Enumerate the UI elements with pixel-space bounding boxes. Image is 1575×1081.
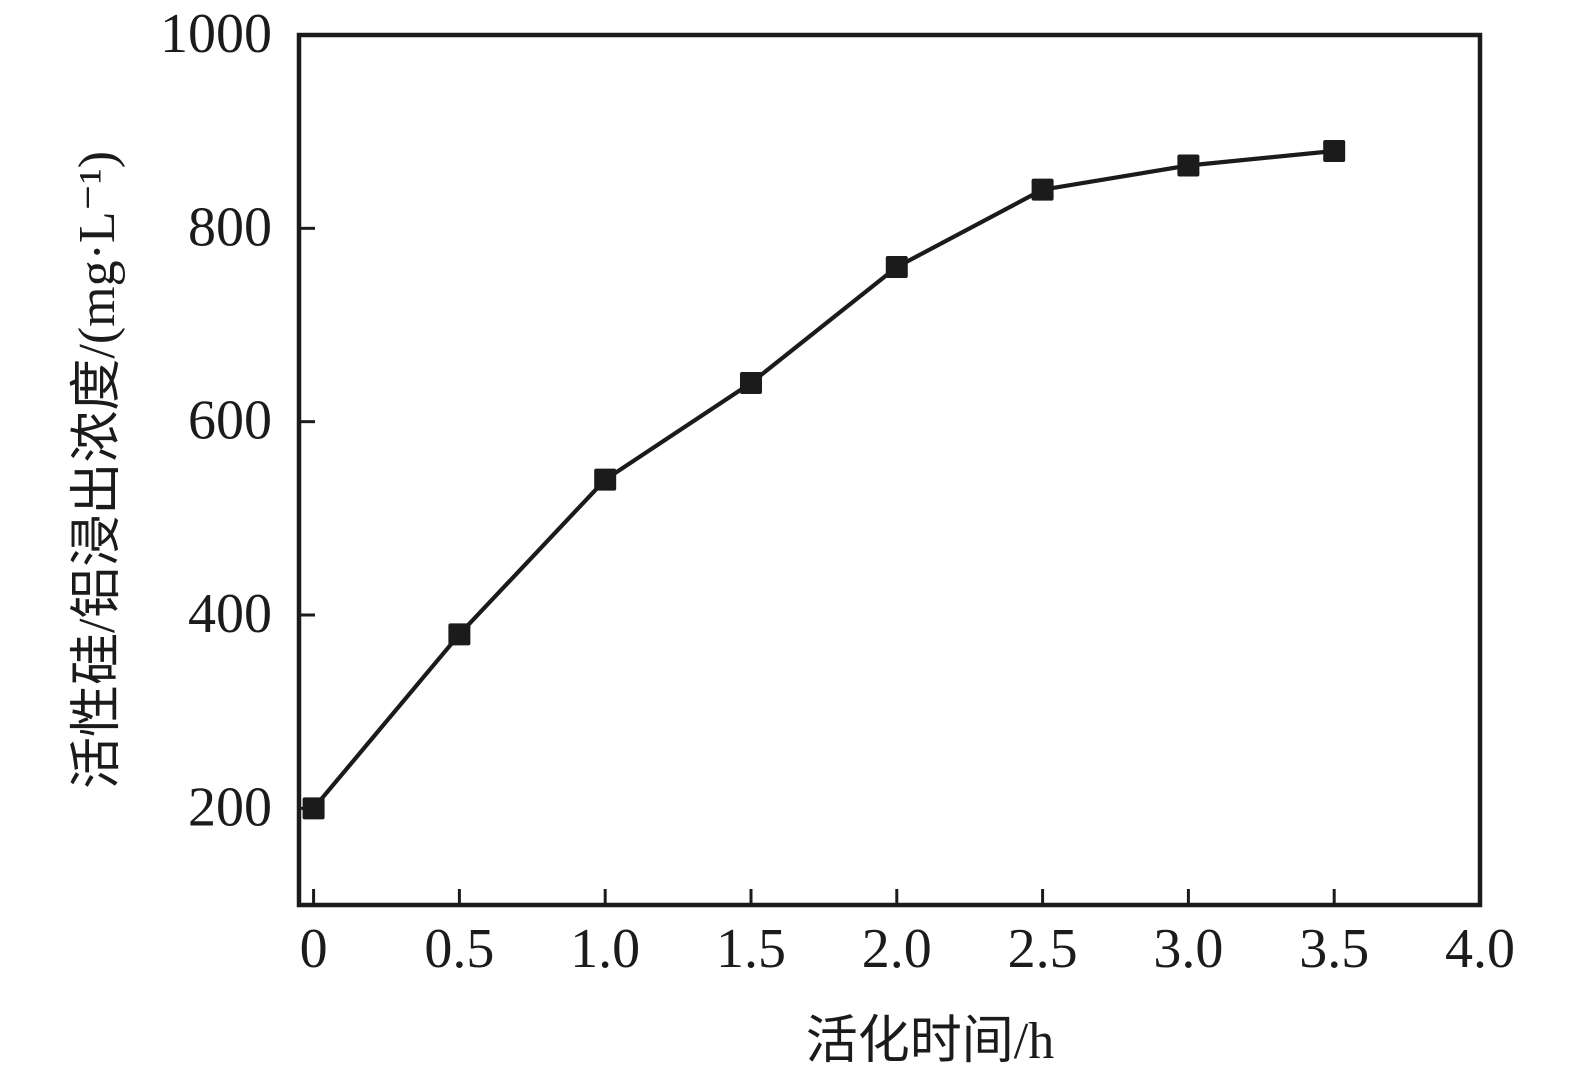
data-point-marker — [1177, 154, 1200, 177]
x-tick-label: 2.5 — [1008, 918, 1078, 980]
x-tick-label: 0.5 — [424, 918, 494, 980]
x-tick-label: 4.0 — [1445, 918, 1515, 980]
y-axis-title: 活性硅/铝浸出浓度/(mg·L⁻¹) — [69, 151, 126, 789]
x-tick-label: 3.5 — [1299, 918, 1369, 980]
data-point-marker — [594, 468, 617, 491]
x-axis: 0 0.5 1.0 1.5 2.0 2.5 3.0 3.5 4.0 — [300, 889, 1515, 980]
x-axis-title: 活化时间/h — [806, 1013, 1054, 1070]
y-tick-label: 400 — [188, 583, 272, 645]
plot-area: 0 0.5 1.0 1.5 2.0 2.5 3.0 3.5 4.0 200 400 600 800 100… — [160, 3, 1515, 980]
data-point-marker — [739, 372, 762, 394]
y-tick-label: 200 — [188, 776, 272, 838]
y-tick-label: 600 — [188, 390, 272, 452]
x-tick-label: 0 — [300, 918, 328, 980]
data-point-marker — [1031, 178, 1054, 201]
y-tick-label: 1000 — [160, 3, 272, 65]
data-point-marker — [302, 797, 325, 820]
y-axis: 200 400 600 800 1000 — [160, 3, 315, 838]
data-point-marker — [885, 256, 908, 278]
y-tick-label: 800 — [188, 196, 272, 258]
data-point-marker — [448, 623, 471, 646]
x-tick-label: 2.0 — [862, 918, 932, 980]
plot-frame — [296, 32, 1483, 908]
data-line — [311, 148, 1335, 810]
data-series — [302, 140, 1346, 820]
data-point-marker — [1323, 140, 1346, 162]
x-tick-label: 1.5 — [716, 918, 786, 980]
x-tick-label: 1.0 — [570, 918, 640, 980]
x-tick-label: 3.0 — [1153, 918, 1223, 980]
